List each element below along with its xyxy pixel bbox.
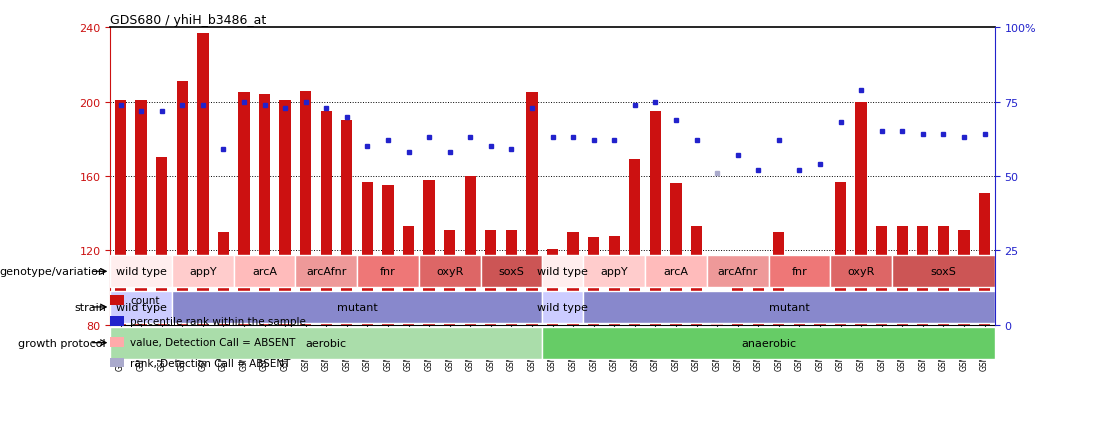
Text: wild type: wild type (116, 302, 167, 312)
Bar (382, 186, 393, 325)
Bar (769, 256, 830, 288)
Text: mutant: mutant (336, 302, 378, 312)
Text: fnr: fnr (792, 267, 808, 276)
Bar (156, 158, 167, 325)
Bar (172, 256, 234, 288)
Text: count: count (130, 296, 159, 305)
Text: growth protocol: growth protocol (18, 338, 106, 348)
Text: GDS680 / yhiH_b3486_at: GDS680 / yhiH_b3486_at (110, 14, 266, 27)
Bar (197, 34, 208, 325)
Bar (645, 256, 706, 288)
Bar (136, 101, 147, 325)
Bar (691, 227, 702, 325)
Bar (177, 82, 188, 325)
Bar (649, 112, 661, 325)
Text: wild type: wild type (537, 302, 588, 312)
Bar (172, 291, 543, 323)
Bar (110, 256, 172, 288)
Bar (465, 177, 476, 325)
Bar (897, 227, 908, 325)
Bar (753, 288, 764, 325)
Bar (217, 232, 229, 325)
Bar (295, 256, 358, 288)
Bar (543, 291, 584, 323)
Bar (794, 319, 805, 325)
Bar (629, 160, 641, 325)
Text: arcA: arcA (664, 267, 688, 276)
Text: rank, Detection Call = ABSENT: rank, Detection Call = ABSENT (130, 358, 291, 368)
Bar (834, 182, 847, 325)
Bar (234, 256, 295, 288)
Text: arcAfnr: arcAfnr (717, 267, 758, 276)
Text: value, Detection Call = ABSENT: value, Detection Call = ABSENT (130, 337, 295, 347)
Bar (938, 227, 949, 325)
Text: wild type: wild type (116, 267, 167, 276)
Bar (814, 292, 825, 325)
Bar (238, 93, 250, 325)
Text: mutant: mutant (769, 302, 810, 312)
Bar (876, 227, 888, 325)
Bar (362, 182, 373, 325)
Bar (917, 227, 928, 325)
Text: arcAfnr: arcAfnr (306, 267, 346, 276)
Bar (732, 280, 743, 325)
Bar (706, 256, 769, 288)
Bar (419, 256, 480, 288)
Bar (358, 256, 419, 288)
Text: soxS: soxS (930, 267, 956, 276)
Bar (543, 256, 584, 288)
Bar (856, 102, 867, 325)
Bar (341, 121, 352, 325)
Text: appY: appY (600, 267, 628, 276)
Bar (773, 232, 784, 325)
Bar (979, 193, 990, 325)
Bar (258, 95, 271, 325)
Bar (403, 227, 414, 325)
Text: anaerobic: anaerobic (741, 338, 797, 348)
Bar (526, 93, 538, 325)
Bar (110, 327, 543, 359)
Text: fnr: fnr (380, 267, 395, 276)
Text: strain: strain (74, 302, 106, 312)
Bar (506, 230, 517, 325)
Bar (958, 230, 969, 325)
Bar (486, 230, 497, 325)
Bar (110, 291, 172, 323)
Bar (321, 112, 332, 325)
Bar (567, 232, 579, 325)
Bar (423, 181, 434, 325)
Bar (712, 310, 723, 325)
Text: wild type: wild type (537, 267, 588, 276)
Text: oxyR: oxyR (848, 267, 874, 276)
Bar (671, 184, 682, 325)
Bar (588, 238, 599, 325)
Bar (584, 256, 645, 288)
Text: appY: appY (189, 267, 216, 276)
Bar (608, 236, 619, 325)
Bar (480, 256, 543, 288)
Bar (543, 327, 995, 359)
Text: oxyR: oxyR (436, 267, 463, 276)
Bar (280, 101, 291, 325)
Bar (547, 249, 558, 325)
Bar (444, 230, 456, 325)
Text: arcA: arcA (252, 267, 277, 276)
Text: soxS: soxS (498, 267, 525, 276)
Bar (300, 91, 311, 325)
Text: aerobic: aerobic (305, 338, 346, 348)
Text: percentile rank within the sample: percentile rank within the sample (130, 316, 306, 326)
Bar (584, 291, 995, 323)
Bar (115, 101, 126, 325)
Bar (892, 256, 995, 288)
Text: genotype/variation: genotype/variation (0, 267, 106, 276)
Bar (830, 256, 892, 288)
